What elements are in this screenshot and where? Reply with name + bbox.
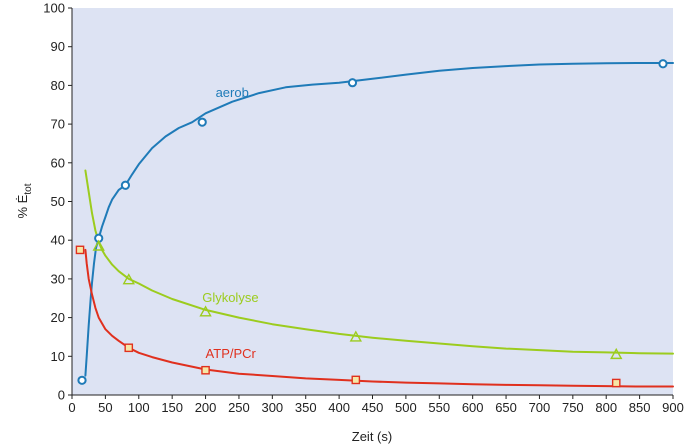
y-tick-label: 20 (51, 310, 65, 325)
y-tick-label: 10 (51, 349, 65, 364)
data-point-aerob (77, 375, 87, 385)
x-tick-label: 150 (161, 400, 183, 415)
x-tick-label: 550 (428, 400, 450, 415)
data-point-aerob (347, 78, 358, 88)
series-labels: aerob Glykolyse ATP/PCr (202, 85, 258, 361)
x-tick-label: 200 (195, 400, 217, 415)
x-tick-label: 750 (562, 400, 584, 415)
series-label-glykolyse: Glykolyse (202, 290, 258, 305)
x-tick-label: 50 (98, 400, 112, 415)
data-point-atp-pcr (351, 375, 361, 385)
x-tick-label: 800 (595, 400, 617, 415)
data-point-atp-pcr (201, 365, 210, 375)
data-point-glykolyse (349, 330, 362, 342)
y-axis-title-main: % Ė (15, 194, 30, 218)
y-tick-label: 90 (51, 39, 65, 54)
y-tick-label: 30 (51, 271, 65, 286)
data-point-aerob (197, 117, 207, 127)
series-label-aerob: aerob (216, 85, 249, 100)
series-markers (75, 59, 668, 388)
y-tick-label: 70 (51, 117, 65, 132)
y-tick-label: 80 (51, 78, 65, 93)
y-axis-title: % Ėtot (15, 183, 34, 218)
x-tick-label: 300 (261, 400, 283, 415)
x-tick-label: 900 (662, 400, 684, 415)
data-point-aerob (658, 59, 668, 69)
series-line-glykolyse (84, 169, 674, 355)
y-tick-label: 60 (51, 155, 65, 170)
data-point-glykolyse (610, 347, 623, 360)
data-point-atp-pcr (75, 245, 85, 255)
x-tick-label: 400 (328, 400, 350, 415)
x-tick-label: 250 (228, 400, 250, 415)
plot-background (72, 8, 673, 395)
y-axis-title-sub: tot (23, 183, 34, 194)
x-tick-label: 700 (529, 400, 551, 415)
x-tick-label: 600 (462, 400, 484, 415)
axes: 0 50 100 150 200 250 300 350 400 450 500 550 600 650 7… (43, 1, 684, 416)
x-tick-label: 450 (362, 400, 384, 415)
x-tick-label: 650 (495, 400, 517, 415)
series-line-atp-pcr (84, 248, 674, 388)
y-tick-label: 100 (43, 1, 65, 16)
x-tick-label: 500 (395, 400, 417, 415)
x-axis-title: Zeit (s) (352, 429, 392, 444)
y-tick-label: 40 (51, 233, 65, 248)
y-tick-label: 50 (51, 194, 65, 209)
svg-text:% Ėtot: % Ėtot (15, 183, 34, 218)
data-point-atp-pcr (611, 378, 621, 388)
x-tick-label: 100 (128, 400, 150, 415)
y-tick-label: 0 (58, 388, 65, 403)
x-tick-label: 850 (629, 400, 651, 415)
x-tick-label: 350 (295, 400, 317, 415)
data-point-glykolyse (122, 273, 135, 285)
data-point-aerob (120, 180, 131, 190)
x-tick-label: 0 (68, 400, 75, 415)
data-point-glykolyse (92, 239, 105, 251)
series-label-atp-pcr: ATP/PCr (206, 346, 257, 361)
data-point-glykolyse (199, 305, 212, 317)
data-point-atp-pcr (124, 343, 134, 353)
